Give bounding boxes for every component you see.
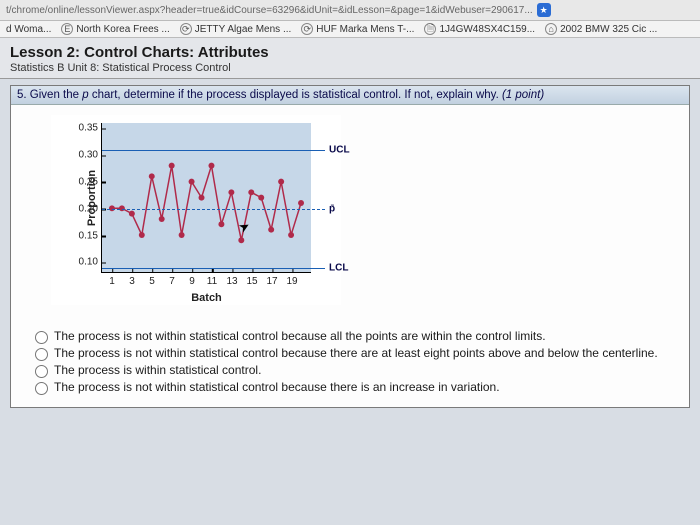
p-chart: Proportion Batch ➤ 0.100.150.200.250.300… — [51, 115, 341, 305]
question-bar: 5. Given the p chart, determine if the p… — [11, 86, 689, 105]
x-tick: 13 — [226, 272, 237, 287]
tab-label: JETTY Algae Mens ... — [195, 24, 292, 35]
url-bar: t/chrome/online/lessonViewer.aspx?header… — [0, 0, 700, 21]
x-tick: 5 — [149, 272, 155, 287]
x-tick: 1 — [109, 272, 115, 287]
tab-label: d Woma... — [6, 24, 51, 35]
plot-area: Proportion Batch ➤ 0.100.150.200.250.300… — [101, 123, 311, 273]
answer-option[interactable]: The process is not within statistical co… — [35, 329, 675, 344]
tab-label: HUF Marka Mens T-... — [316, 24, 414, 35]
browser-tab-bar: d Woma...ENorth Korea Frees ...⟳JETTY Al… — [0, 21, 700, 38]
x-tick: 15 — [246, 272, 257, 287]
x-tick: 11 — [207, 272, 217, 287]
lesson-subtitle: Statistics B Unit 8: Statistical Process… — [10, 62, 690, 74]
x-tick: 17 — [266, 272, 277, 287]
question-points: (1 point) — [502, 89, 544, 101]
browser-tab[interactable]: ENorth Korea Frees ... — [61, 23, 169, 35]
answer-text: The process is not within statistical co… — [54, 380, 500, 394]
y-tick: 0.30 — [79, 150, 102, 161]
y-tick: 0.20 — [79, 203, 102, 214]
x-tick: 19 — [286, 272, 297, 287]
tab-label: 2002 BMW 325 Cic ... — [560, 24, 657, 35]
tab-icon: ⟳ — [301, 23, 313, 35]
ref-line-label-LCL: LCL — [329, 262, 348, 273]
answer-option[interactable]: The process is not within statistical co… — [35, 380, 675, 395]
answer-options: The process is not within statistical co… — [11, 309, 689, 407]
question-number: 5. — [17, 89, 27, 101]
tab-icon: ⌂ — [545, 23, 557, 35]
bookmark-star-icon[interactable]: ★ — [537, 3, 551, 17]
y-tick: 0.10 — [79, 257, 102, 268]
ref-line-pbar — [102, 209, 325, 210]
answer-option[interactable]: The process is not within statistical co… — [35, 346, 675, 361]
ref-line-label-pbar: p̄ — [329, 203, 335, 214]
chart-container: Proportion Batch ➤ 0.100.150.200.250.300… — [11, 105, 689, 309]
tab-label: North Korea Frees ... — [76, 24, 169, 35]
browser-tab[interactable]: ⟳JETTY Algae Mens ... — [180, 23, 292, 35]
ref-line-label-UCL: UCL — [329, 144, 350, 155]
y-tick: 0.25 — [79, 176, 102, 187]
lesson-header: Lesson 2: Control Charts: Attributes Sta… — [0, 38, 700, 79]
browser-tab[interactable]: ⟳HUF Marka Mens T-... — [301, 23, 414, 35]
ref-line-UCL — [102, 150, 325, 152]
browser-tab[interactable]: 🗎1J4GW48SX4C159... — [424, 23, 535, 35]
browser-tab[interactable]: ⌂2002 BMW 325 Cic ... — [545, 23, 657, 35]
tab-icon: 🗎 — [424, 23, 436, 35]
data-series — [102, 123, 311, 272]
y-tick: 0.15 — [79, 230, 102, 241]
x-axis-label: Batch — [191, 292, 222, 304]
x-tick: 7 — [169, 272, 175, 287]
tab-icon: E — [61, 23, 73, 35]
x-tick: 3 — [129, 272, 135, 287]
tab-icon: ⟳ — [180, 23, 192, 35]
answer-radio[interactable] — [35, 365, 48, 378]
x-tick: 9 — [189, 272, 195, 287]
answer-text: The process is not within statistical co… — [54, 329, 546, 343]
lesson-title: Lesson 2: Control Charts: Attributes — [10, 44, 690, 61]
answer-text: The process is within statistical contro… — [54, 363, 261, 377]
answer-text: The process is not within statistical co… — [54, 346, 658, 360]
tab-label: 1J4GW48SX4C159... — [439, 24, 535, 35]
ref-line-LCL — [102, 268, 325, 270]
answer-radio[interactable] — [35, 331, 48, 344]
answer-radio[interactable] — [35, 348, 48, 361]
url-text: t/chrome/online/lessonViewer.aspx?header… — [6, 5, 533, 16]
answer-radio[interactable] — [35, 382, 48, 395]
answer-option[interactable]: The process is within statistical contro… — [35, 363, 675, 378]
y-tick: 0.35 — [79, 123, 102, 134]
question-text: Given the p chart, determine if the proc… — [30, 89, 502, 101]
question-box: 5. Given the p chart, determine if the p… — [10, 85, 690, 408]
browser-tab[interactable]: d Woma... — [6, 24, 51, 35]
